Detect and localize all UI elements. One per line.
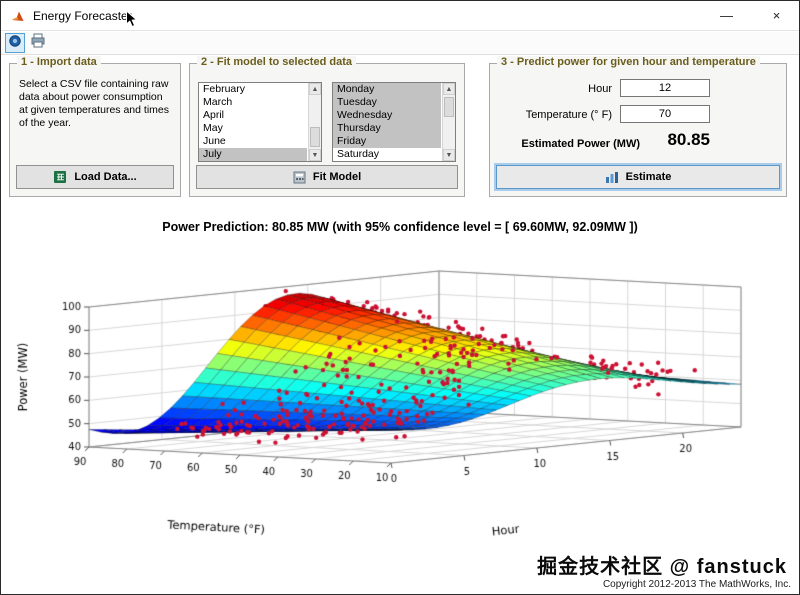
bar-chart-icon (605, 171, 619, 184)
list-item[interactable]: March (203, 96, 233, 108)
app-icon (10, 8, 26, 24)
scroll-down-icon[interactable]: ▼ (443, 149, 455, 161)
estimate-button[interactable]: Estimate (496, 165, 780, 189)
scrollbar-thumb[interactable] (444, 97, 454, 117)
list-item[interactable]: July (199, 148, 307, 161)
print-button[interactable] (28, 33, 48, 53)
fit-model-label: Fit Model (312, 171, 362, 183)
month-scrollbar[interactable]: ▲ ▼ (308, 83, 321, 161)
list-item[interactable]: June (203, 135, 226, 147)
fit-model-button[interactable]: Fit Model (196, 165, 458, 189)
panel-import-title: 1 - Import data (17, 56, 101, 68)
rotate-3d-icon (8, 34, 22, 53)
window-title: Energy Forecaster (33, 9, 132, 23)
panel-fit-model: 2 - Fit model to selected data ▲ ▼ Febru… (189, 56, 465, 197)
scroll-down-icon[interactable]: ▼ (309, 149, 321, 161)
rotate-3d-button[interactable] (5, 33, 25, 53)
panel-predict-title: 3 - Predict power for given hour and tem… (497, 56, 760, 68)
scroll-up-icon[interactable]: ▲ (443, 83, 455, 95)
month-listbox[interactable]: ▲ ▼ February March April May June July (198, 82, 322, 162)
print-icon (30, 33, 46, 53)
minimize-button[interactable]: — (720, 8, 733, 23)
close-button[interactable]: × (772, 8, 781, 23)
calculator-icon (293, 171, 306, 184)
list-item[interactable]: Wednesday (333, 109, 441, 122)
load-data-button[interactable]: Load Data... (16, 165, 174, 189)
surface-plot-canvas[interactable] (11, 237, 791, 549)
watermark-text: 掘金技术社区 @ fanstuck (537, 556, 787, 578)
day-scrollbar[interactable]: ▲ ▼ (442, 83, 455, 161)
hour-input[interactable] (620, 79, 710, 97)
mouse-cursor-icon (125, 9, 138, 34)
estimated-power-value: 80.85 (667, 130, 710, 149)
list-item[interactable]: Saturday (337, 148, 380, 160)
list-item[interactable]: April (203, 109, 225, 121)
list-item[interactable]: Thursday (333, 122, 441, 135)
copyright-text: Copyright 2012-2013 The MathWorks, Inc. (602, 579, 791, 590)
spreadsheet-icon (53, 170, 67, 184)
hour-label: Hour (588, 83, 612, 95)
temperature-input[interactable] (620, 105, 710, 123)
estimated-power-label: Estimated Power (MW) (521, 138, 640, 150)
panel-import-data: 1 - Import data Select a CSV file contai… (9, 56, 181, 197)
chart-title: Power Prediction: 80.85 MW (with 95% con… (162, 220, 638, 234)
scrollbar-thumb[interactable] (310, 127, 320, 147)
estimate-label: Estimate (625, 171, 672, 183)
list-item[interactable]: May (203, 122, 223, 134)
titlebar[interactable]: Energy Forecaster — × (1, 1, 799, 31)
scroll-up-icon[interactable]: ▲ (309, 83, 321, 95)
list-item[interactable]: Monday (333, 83, 441, 96)
load-data-label: Load Data... (74, 171, 137, 183)
list-item[interactable]: Tuesday (333, 96, 441, 109)
list-item[interactable]: Friday (333, 135, 441, 148)
panel-predict: 3 - Predict power for given hour and tem… (489, 56, 787, 197)
temperature-label: Temperature (° F) (525, 109, 612, 121)
panel-fit-title: 2 - Fit model to selected data (197, 56, 356, 68)
import-description: Select a CSV file containing raw data ab… (19, 78, 169, 129)
list-item[interactable]: February (203, 83, 246, 95)
toolbar (1, 32, 799, 55)
day-listbox[interactable]: ▲ ▼ Monday Tuesday Wednesday Thursday Friday… (332, 82, 456, 162)
